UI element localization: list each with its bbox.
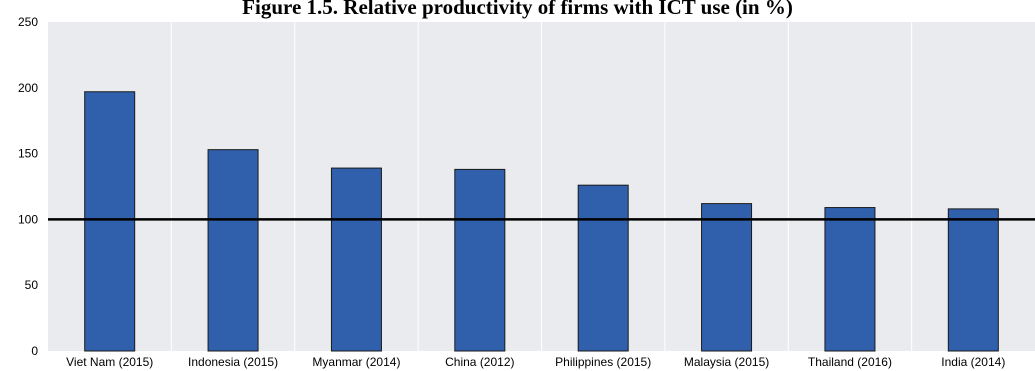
grid-lines: [170, 22, 913, 351]
x-tick-label: Thailand (2016): [808, 355, 892, 369]
x-tick-label: Indonesia (2015): [188, 355, 278, 369]
x-tick-label: China (2012): [445, 355, 514, 369]
y-tick-label: 150: [18, 147, 38, 161]
x-axis-tick-labels: Viet Nam (2015) Indonesia (2015) Myanmar (…: [66, 355, 1005, 369]
x-tick-label: Myanmar (2014): [312, 355, 400, 369]
bar-5: [701, 203, 753, 352]
x-tick-label: Philippines (2015): [555, 355, 651, 369]
x-tick-label: Malaysia (2015): [684, 355, 769, 369]
y-axis-tick-labels: 0 50 100 150 200 250: [18, 15, 38, 358]
bar-0: [84, 91, 136, 352]
x-tick-label: Viet Nam (2015): [66, 355, 153, 369]
y-tick-label: 250: [18, 15, 38, 29]
y-tick-label: 200: [18, 81, 38, 95]
y-tick-label: 0: [31, 344, 38, 358]
y-tick-label: 100: [18, 212, 38, 226]
bar-6: [824, 207, 876, 352]
bar-1: [207, 149, 259, 352]
bars: [84, 91, 999, 352]
bar-2: [330, 167, 382, 352]
bar-7: [947, 208, 999, 352]
bar-4: [577, 184, 629, 352]
chart-title: Figure 1.5. Relative productivity of fir…: [242, 0, 793, 19]
x-tick-label: India (2014): [941, 355, 1005, 369]
bar-3: [454, 168, 506, 352]
y-tick-label: 50: [25, 278, 39, 292]
